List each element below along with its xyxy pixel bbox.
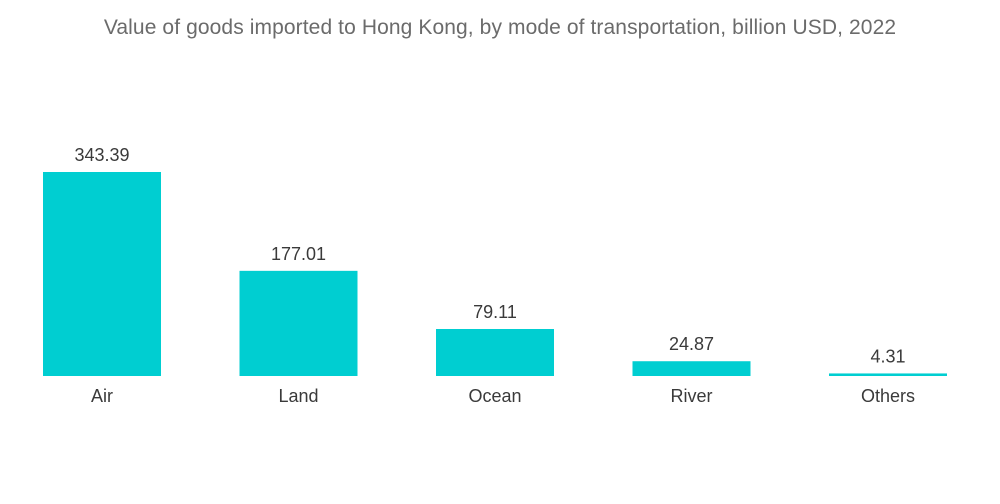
bars-layer [43, 172, 947, 376]
value-label-land: 177.01 [271, 244, 326, 264]
category-label-land: Land [278, 386, 318, 406]
value-label-ocean: 79.11 [473, 302, 517, 322]
value-labels-layer: 343.39 177.01 79.11 24.87 4.31 [74, 145, 905, 366]
bar-air [43, 172, 161, 376]
value-label-river: 24.87 [669, 334, 714, 354]
category-labels-layer: Air Land Ocean River Others [91, 386, 915, 406]
category-label-others: Others [861, 386, 915, 406]
bar-land [239, 270, 358, 376]
bar-ocean [436, 329, 554, 376]
bar-others [829, 373, 947, 376]
value-label-others: 4.31 [870, 346, 905, 366]
value-label-air: 343.39 [74, 145, 129, 165]
category-label-river: River [670, 386, 712, 406]
category-label-air: Air [91, 386, 113, 406]
category-label-ocean: Ocean [468, 386, 521, 406]
bar-river [632, 361, 751, 376]
chart-title: Value of goods imported to Hong Kong, by… [103, 16, 897, 39]
